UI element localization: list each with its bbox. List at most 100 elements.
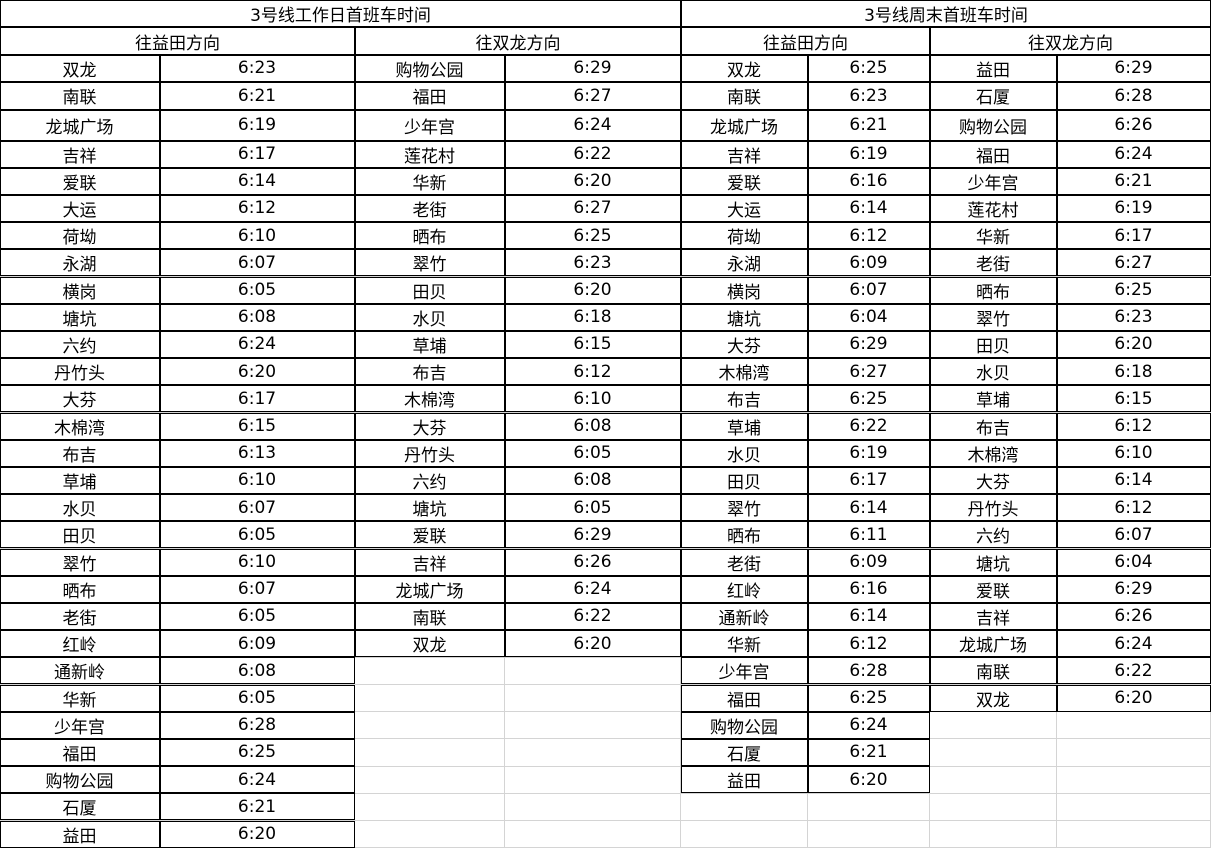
station-name[interactable]: 少年宫 xyxy=(0,711,160,739)
first-train-time[interactable]: 6:19 xyxy=(159,109,355,141)
grid-cell[interactable] xyxy=(808,821,930,849)
station-name[interactable]: 福田 xyxy=(680,684,808,712)
station-name[interactable]: 吉祥 xyxy=(680,140,808,168)
station-name[interactable]: 老街 xyxy=(680,548,808,576)
first-train-time[interactable]: 6:29 xyxy=(504,521,681,549)
first-train-time[interactable]: 6:12 xyxy=(504,358,681,386)
first-train-time[interactable]: 6:20 xyxy=(159,820,355,848)
first-train-time[interactable]: 6:18 xyxy=(504,303,681,331)
first-train-time[interactable]: 6:14 xyxy=(807,602,930,631)
first-train-time[interactable]: 6:23 xyxy=(807,81,930,110)
station-name[interactable]: 吉祥 xyxy=(929,602,1057,631)
station-name[interactable]: 益田 xyxy=(929,54,1057,82)
station-name[interactable]: 福田 xyxy=(354,81,505,110)
station-name[interactable]: 龙城广场 xyxy=(0,109,160,141)
grid-cell[interactable] xyxy=(505,685,681,713)
station-name[interactable]: 水贝 xyxy=(680,439,808,467)
first-train-time[interactable]: 6:25 xyxy=(159,738,355,767)
grid-cell[interactable] xyxy=(930,793,1057,821)
first-train-time[interactable]: 6:08 xyxy=(159,657,355,685)
first-train-time[interactable]: 6:27 xyxy=(1056,249,1211,277)
station-name[interactable]: 塘坑 xyxy=(929,548,1057,576)
station-name[interactable]: 老街 xyxy=(354,194,505,223)
grid-cell[interactable] xyxy=(1057,712,1211,740)
station-name[interactable]: 益田 xyxy=(680,766,808,794)
first-train-time[interactable]: 6:05 xyxy=(504,494,681,522)
station-name[interactable]: 爱联 xyxy=(0,167,160,195)
station-name[interactable]: 石厦 xyxy=(680,738,808,767)
station-name[interactable]: 华新 xyxy=(354,167,505,195)
first-train-time[interactable]: 6:29 xyxy=(504,54,681,82)
first-train-time[interactable]: 6:10 xyxy=(159,466,355,495)
station-name[interactable]: 通新岭 xyxy=(0,657,160,685)
station-name[interactable]: 少年宫 xyxy=(929,167,1057,195)
station-name[interactable]: 大芬 xyxy=(929,466,1057,495)
station-name[interactable]: 布吉 xyxy=(929,412,1057,440)
station-name[interactable]: 南联 xyxy=(680,81,808,110)
first-train-time[interactable]: 6:21 xyxy=(807,738,930,767)
first-train-time[interactable]: 6:20 xyxy=(1056,330,1211,359)
station-name[interactable]: 六约 xyxy=(354,466,505,495)
first-train-time[interactable]: 6:21 xyxy=(159,81,355,110)
grid-cell[interactable] xyxy=(355,657,505,685)
first-train-time[interactable]: 6:26 xyxy=(1056,602,1211,631)
station-name[interactable]: 莲花村 xyxy=(354,140,505,168)
station-name[interactable]: 石厦 xyxy=(0,793,160,821)
first-train-time[interactable]: 6:20 xyxy=(504,276,681,304)
station-name[interactable]: 莲花村 xyxy=(929,194,1057,223)
first-train-time[interactable]: 6:16 xyxy=(807,575,930,603)
first-train-time[interactable]: 6:25 xyxy=(807,385,930,413)
first-train-time[interactable]: 6:17 xyxy=(807,466,930,495)
first-train-time[interactable]: 6:10 xyxy=(159,222,355,250)
first-train-time[interactable]: 6:20 xyxy=(1056,684,1211,712)
station-name[interactable]: 布吉 xyxy=(680,385,808,413)
station-name[interactable]: 荷坳 xyxy=(0,222,160,250)
station-name[interactable]: 福田 xyxy=(0,738,160,767)
first-train-time[interactable]: 6:15 xyxy=(504,330,681,359)
station-name[interactable]: 翠竹 xyxy=(680,494,808,522)
first-train-time[interactable]: 6:19 xyxy=(807,140,930,168)
first-train-time[interactable]: 6:13 xyxy=(159,439,355,467)
first-train-time[interactable]: 6:12 xyxy=(159,194,355,223)
first-train-time[interactable]: 6:29 xyxy=(807,330,930,359)
grid-cell[interactable] xyxy=(505,821,681,849)
station-name[interactable]: 华新 xyxy=(0,684,160,712)
first-train-time[interactable]: 6:19 xyxy=(807,439,930,467)
station-name[interactable]: 爱联 xyxy=(929,575,1057,603)
first-train-time[interactable]: 6:05 xyxy=(159,602,355,631)
station-name[interactable]: 草埔 xyxy=(929,385,1057,413)
first-train-time[interactable]: 6:24 xyxy=(159,330,355,359)
first-train-time[interactable]: 6:21 xyxy=(159,793,355,821)
station-name[interactable]: 塘坑 xyxy=(0,303,160,331)
station-name[interactable]: 双龙 xyxy=(354,630,505,658)
first-train-time[interactable]: 6:12 xyxy=(807,630,930,658)
station-name[interactable]: 荷坳 xyxy=(680,222,808,250)
station-name[interactable]: 龙城广场 xyxy=(354,575,505,603)
station-name[interactable]: 爱联 xyxy=(354,521,505,549)
grid-cell[interactable] xyxy=(355,766,505,794)
station-name[interactable]: 木棉湾 xyxy=(0,412,160,440)
first-train-time[interactable]: 6:08 xyxy=(504,412,681,440)
first-train-time[interactable]: 6:04 xyxy=(807,303,930,331)
first-train-time[interactable]: 6:08 xyxy=(504,466,681,495)
first-train-time[interactable]: 6:14 xyxy=(159,167,355,195)
station-name[interactable]: 龙城广场 xyxy=(929,630,1057,658)
grid-cell[interactable] xyxy=(681,793,808,821)
first-train-time[interactable]: 6:27 xyxy=(504,81,681,110)
first-train-time[interactable]: 6:26 xyxy=(1056,109,1211,141)
station-name[interactable]: 大芬 xyxy=(354,412,505,440)
station-name[interactable]: 六约 xyxy=(0,330,160,359)
first-train-time[interactable]: 6:25 xyxy=(504,222,681,250)
first-train-time[interactable]: 6:28 xyxy=(1056,81,1211,110)
first-train-time[interactable]: 6:12 xyxy=(1056,412,1211,440)
first-train-time[interactable]: 6:04 xyxy=(1056,548,1211,576)
grid-cell[interactable] xyxy=(505,657,681,685)
first-train-time[interactable]: 6:10 xyxy=(1056,439,1211,467)
station-name[interactable]: 龙城广场 xyxy=(680,109,808,141)
station-name[interactable]: 草埔 xyxy=(680,412,808,440)
first-train-time[interactable]: 6:14 xyxy=(1056,466,1211,495)
first-train-time[interactable]: 6:25 xyxy=(807,684,930,712)
station-name[interactable]: 布吉 xyxy=(354,358,505,386)
grid-cell[interactable] xyxy=(505,739,681,767)
station-name[interactable]: 通新岭 xyxy=(680,602,808,631)
